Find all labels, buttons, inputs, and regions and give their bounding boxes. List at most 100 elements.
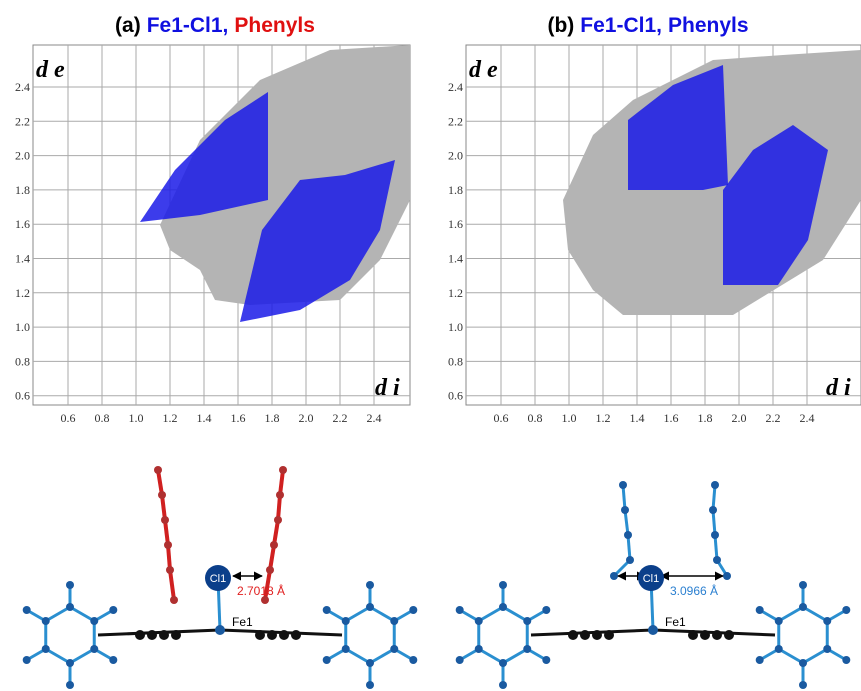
atom-label: Fe1	[665, 615, 686, 629]
atom	[23, 656, 31, 664]
title-part: (b)	[547, 14, 574, 37]
y-tick-label: 1.8	[15, 183, 30, 197]
atom-label: Cl1	[643, 573, 660, 585]
atom	[366, 581, 374, 589]
y-tick-label: 1.0	[448, 320, 463, 334]
atom	[711, 481, 719, 489]
y-axis-label: d e	[36, 57, 65, 83]
x-axis-label: d i	[826, 375, 851, 401]
atom	[390, 617, 398, 625]
panel-title: (b)Fe1-Cl1,Phenyls	[547, 14, 748, 37]
y-tick-label: 0.8	[448, 354, 463, 368]
bond	[803, 649, 827, 663]
bond	[70, 607, 94, 621]
atom	[724, 630, 734, 640]
atom	[713, 556, 721, 564]
atom	[712, 630, 722, 640]
y-tick-label: 2.0	[448, 149, 463, 163]
title-part: Phenyls	[234, 14, 315, 37]
atom	[90, 617, 98, 625]
atom	[499, 603, 507, 611]
atom	[276, 491, 284, 499]
bond	[779, 607, 803, 621]
panel-title: (a) Fe1-Cl1,Phenyls	[115, 14, 315, 37]
x-axis-label: d i	[375, 375, 400, 401]
x-tick-label: 0.6	[494, 411, 509, 425]
x-tick-label: 1.0	[562, 411, 577, 425]
atom	[390, 645, 398, 653]
atom	[775, 645, 783, 653]
bond	[779, 649, 803, 663]
y-tick-label: 2.2	[15, 114, 30, 128]
atom	[475, 617, 483, 625]
atom-label: Cl1	[210, 573, 227, 585]
atom	[154, 466, 162, 474]
atom	[756, 606, 764, 614]
x-tick-label: 2.4	[800, 411, 815, 425]
y-tick-label: 0.6	[15, 389, 30, 403]
atom	[255, 630, 265, 640]
atom	[342, 617, 350, 625]
atom	[523, 617, 531, 625]
atom	[161, 516, 169, 524]
bond	[170, 570, 174, 600]
atom	[267, 630, 277, 640]
bond	[479, 649, 503, 663]
atom	[711, 531, 719, 539]
title-part: (a)	[115, 14, 141, 37]
x-tick-label: 1.6	[664, 411, 679, 425]
atom	[823, 645, 831, 653]
atom	[291, 630, 301, 640]
atom	[66, 603, 74, 611]
y-tick-label: 1.8	[448, 183, 463, 197]
atom	[366, 603, 374, 611]
bond	[46, 649, 70, 663]
atom	[158, 491, 166, 499]
y-tick-label: 0.6	[448, 389, 463, 403]
bond	[46, 607, 70, 621]
atom	[66, 681, 74, 689]
y-tick-label: 1.4	[448, 252, 463, 266]
atom	[147, 630, 157, 640]
atom	[66, 659, 74, 667]
y-tick-label: 1.6	[15, 217, 30, 231]
atom	[648, 625, 658, 635]
x-tick-label: 1.8	[698, 411, 713, 425]
distance-label: 2.7018 Å	[237, 583, 285, 598]
x-tick-label: 2.0	[299, 411, 314, 425]
bond	[503, 607, 527, 621]
atom	[624, 531, 632, 539]
x-tick-label: 1.4	[197, 411, 212, 425]
atom	[109, 606, 117, 614]
atom	[604, 630, 614, 640]
atom	[279, 466, 287, 474]
atom	[842, 606, 850, 614]
bond	[479, 607, 503, 621]
bond	[531, 630, 653, 635]
title-part: Fe1-Cl1,	[580, 14, 662, 37]
figure: (a)Fe1-Cl1,Phenyls0.60.81.01.21.41.61.82…	[0, 0, 861, 691]
title-part: Fe1-Cl1,	[147, 14, 229, 37]
atom	[66, 581, 74, 589]
x-tick-label: 2.2	[766, 411, 781, 425]
atom	[619, 481, 627, 489]
atom	[135, 630, 145, 640]
atom	[366, 681, 374, 689]
atom	[542, 606, 550, 614]
atom	[342, 645, 350, 653]
bond	[70, 649, 94, 663]
atom	[709, 506, 717, 514]
y-tick-label: 0.8	[15, 354, 30, 368]
atom	[775, 617, 783, 625]
atom	[475, 645, 483, 653]
atom	[164, 541, 172, 549]
y-tick-label: 1.6	[448, 217, 463, 231]
atom	[723, 572, 731, 580]
atom	[756, 656, 764, 664]
atom	[171, 630, 181, 640]
atom	[499, 659, 507, 667]
atom	[266, 566, 274, 574]
bond	[503, 649, 527, 663]
x-tick-label: 0.8	[528, 411, 543, 425]
